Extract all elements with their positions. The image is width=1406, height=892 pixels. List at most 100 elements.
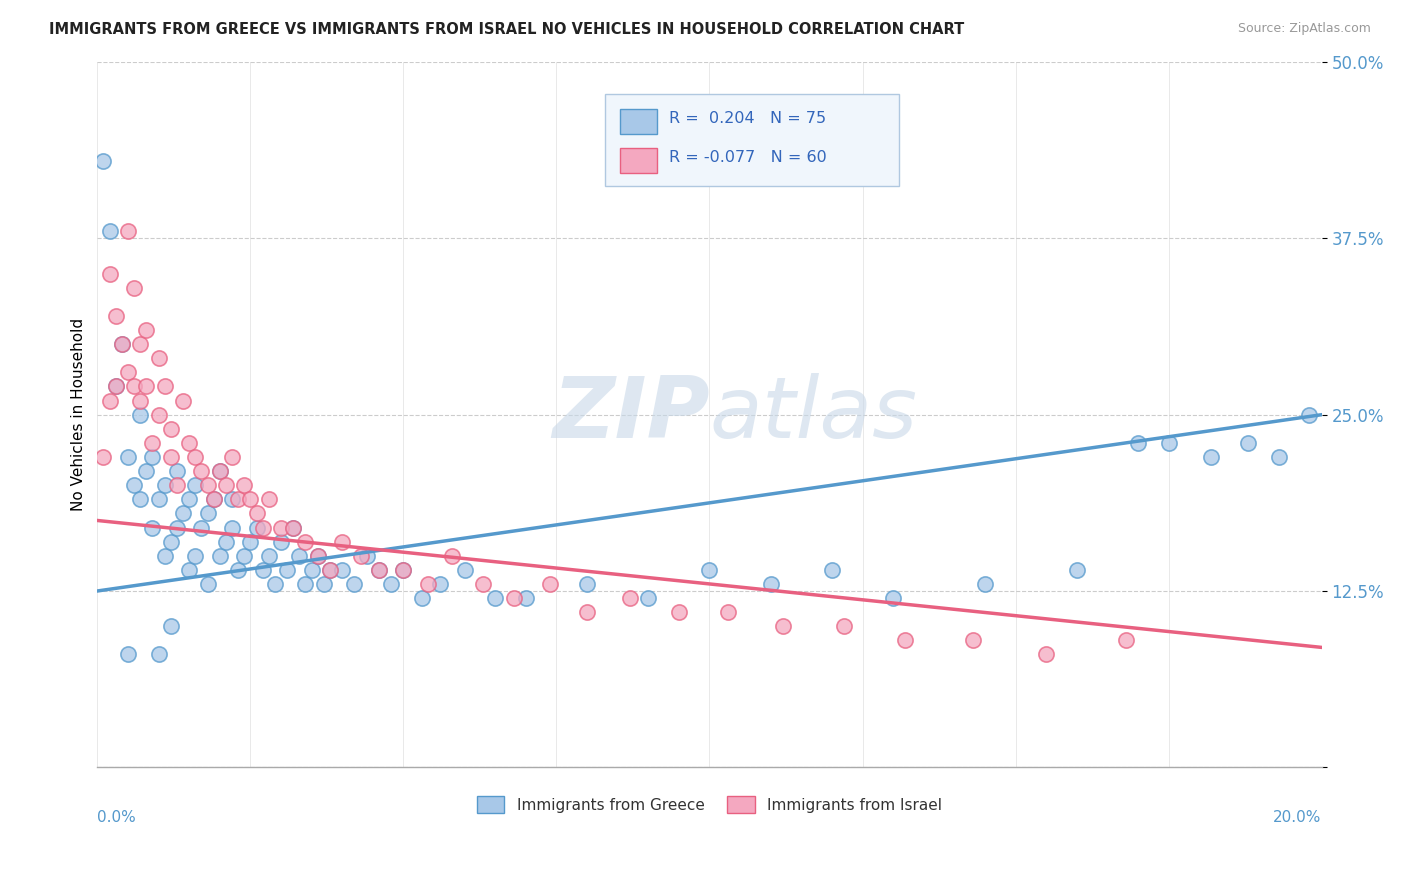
Point (1066, 563, 1088, 577)
Point (380, 577, 402, 591)
Point (148, 648, 170, 662)
Point (894, 633, 917, 648)
Point (197, 478, 219, 492)
Point (233, 478, 256, 492)
Point (668, 605, 690, 619)
Point (821, 563, 844, 577)
Point (319, 563, 342, 577)
Point (962, 633, 984, 648)
Point (129, 408, 152, 422)
Point (226, 492, 249, 507)
Text: 0.0%: 0.0% (97, 810, 136, 824)
Point (330, 563, 353, 577)
Point (294, 577, 316, 591)
Point (1126, 436, 1149, 450)
Point (759, 577, 782, 591)
Point (576, 605, 599, 619)
Point (233, 549, 256, 563)
Point (141, 436, 163, 450)
Point (699, 563, 721, 577)
Point (153, 379, 176, 393)
Point (104, 379, 127, 393)
Point (349, 549, 371, 563)
Point (208, 464, 231, 478)
Point (166, 478, 188, 492)
Point (93, 153, 115, 168)
Point (319, 563, 342, 577)
Point (221, 450, 243, 464)
Point (257, 492, 280, 507)
Point (416, 577, 439, 591)
Point (882, 591, 904, 605)
Point (263, 577, 285, 591)
Text: IMMIGRANTS FROM GREECE VS IMMIGRANTS FROM ISRAEL NO VEHICLES IN HOUSEHOLD CORREL: IMMIGRANTS FROM GREECE VS IMMIGRANTS FRO… (49, 22, 965, 37)
Point (208, 549, 231, 563)
Point (453, 563, 475, 577)
Point (135, 379, 157, 393)
Point (356, 549, 378, 563)
Point (159, 422, 181, 436)
Point (117, 450, 139, 464)
Point (179, 492, 201, 507)
Point (179, 563, 201, 577)
Point (276, 563, 298, 577)
Point (135, 323, 157, 337)
FancyBboxPatch shape (620, 109, 657, 135)
Point (172, 393, 194, 408)
Point (172, 507, 194, 521)
Point (221, 520, 243, 534)
Point (117, 648, 139, 662)
Point (166, 464, 188, 478)
Point (502, 591, 524, 605)
Text: R = -0.077   N = 60: R = -0.077 N = 60 (669, 150, 827, 165)
Point (441, 549, 464, 563)
Point (301, 563, 323, 577)
Point (117, 365, 139, 379)
Point (221, 492, 243, 507)
Point (576, 577, 599, 591)
Text: ZIP: ZIP (553, 373, 710, 456)
Point (239, 534, 262, 549)
Point (245, 507, 267, 521)
Point (129, 393, 152, 408)
Point (122, 478, 145, 492)
Point (141, 520, 163, 534)
Point (270, 534, 292, 549)
Point (159, 450, 181, 464)
Point (283, 520, 305, 534)
Point (122, 281, 145, 295)
Point (93, 450, 115, 464)
Point (98, 224, 121, 238)
Point (1298, 408, 1320, 422)
Point (159, 534, 181, 549)
Point (252, 563, 274, 577)
FancyBboxPatch shape (620, 148, 657, 173)
Legend: Immigrants from Greece, Immigrants from Israel: Immigrants from Greece, Immigrants from … (471, 789, 948, 820)
Point (772, 619, 794, 633)
Point (179, 436, 201, 450)
Point (104, 379, 127, 393)
Point (98, 267, 121, 281)
Point (202, 492, 225, 507)
Point (472, 577, 495, 591)
Point (148, 492, 170, 507)
Point (129, 492, 152, 507)
Point (208, 464, 231, 478)
Point (1157, 436, 1180, 450)
Point (515, 591, 537, 605)
Point (148, 351, 170, 366)
Point (294, 534, 316, 549)
Point (637, 591, 659, 605)
Point (153, 478, 176, 492)
Point (184, 450, 207, 464)
Point (288, 549, 311, 563)
Point (392, 563, 415, 577)
Point (190, 520, 212, 534)
Point (270, 520, 292, 534)
Point (197, 507, 219, 521)
Point (1268, 450, 1291, 464)
Point (307, 549, 329, 563)
Point (312, 577, 335, 591)
Point (153, 549, 176, 563)
Point (343, 577, 366, 591)
